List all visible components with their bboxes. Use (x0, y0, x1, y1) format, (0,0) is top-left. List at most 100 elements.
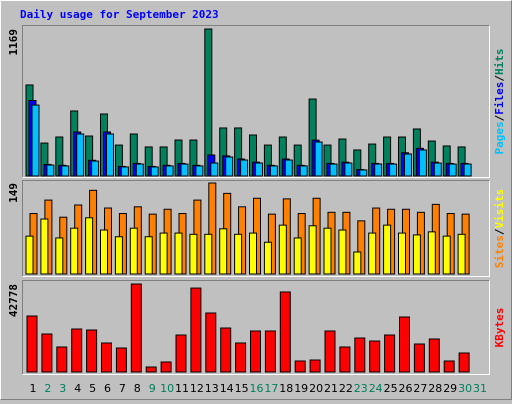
y-tick-label: 149 (7, 183, 20, 203)
bar (61, 165, 70, 177)
bar (463, 163, 472, 177)
bar (443, 360, 455, 373)
bar (359, 169, 368, 177)
bar (404, 153, 412, 177)
legend-entry: Sites (493, 235, 506, 268)
bar (100, 229, 108, 275)
bar (354, 337, 366, 373)
x-tick-label: 23 (354, 382, 368, 395)
bar (70, 227, 79, 275)
bar (40, 218, 49, 275)
bar (91, 160, 100, 177)
legend-entry: Pages (493, 121, 506, 154)
bar (309, 359, 321, 373)
bar (41, 333, 53, 373)
bar (279, 291, 291, 373)
x-tick-label: 29 (443, 382, 457, 395)
bar (344, 162, 353, 177)
bar (299, 165, 308, 177)
bar (263, 241, 272, 275)
bar (399, 316, 410, 373)
bar (458, 352, 470, 373)
bar (165, 165, 174, 177)
bar (339, 346, 351, 373)
bar (384, 334, 396, 373)
bar (368, 232, 377, 275)
bar (120, 166, 129, 177)
bar (159, 232, 168, 275)
bar (329, 163, 338, 177)
legend-entry: Visits (493, 189, 506, 229)
bar (55, 237, 64, 275)
x-tick-label: 21 (324, 382, 338, 395)
bar (135, 163, 144, 177)
bar (205, 312, 217, 373)
x-tick-label: 24 (369, 382, 383, 395)
bar (418, 149, 427, 177)
bar (412, 234, 421, 275)
bar (204, 233, 213, 275)
panel-bevel-light (22, 280, 490, 375)
legend-separator: / (493, 114, 506, 121)
bar (106, 133, 114, 177)
panel-bevel-dark (22, 25, 490, 178)
x-tick-label: 12 (190, 382, 204, 395)
bar (219, 228, 228, 275)
bar (234, 233, 243, 275)
bar (264, 330, 276, 373)
bar (433, 162, 442, 177)
bar (428, 338, 440, 373)
bar (26, 315, 38, 373)
x-tick-label: 20 (309, 382, 323, 395)
x-tick-label: 27 (413, 382, 427, 395)
bar (150, 166, 159, 177)
bar (369, 340, 381, 373)
x-tick-label: 7 (119, 382, 126, 395)
x-tick-label: 22 (339, 382, 353, 395)
bar (413, 343, 425, 373)
bar (269, 165, 278, 177)
x-tick-label: 6 (104, 382, 111, 395)
x-tick-label: 9 (149, 382, 156, 395)
bar (144, 236, 153, 275)
panel-bevel-light (22, 180, 490, 277)
legend: Sites/Visits (493, 189, 506, 269)
bar (383, 224, 392, 275)
x-tick-label: 8 (134, 382, 141, 395)
x-tick-label: 4 (74, 382, 81, 395)
bar (204, 28, 213, 177)
x-tick-label: 1 (30, 382, 37, 395)
y-tick-label: 1169 (7, 29, 20, 56)
x-tick-label: 14 (220, 382, 234, 395)
x-tick-label: 10 (160, 382, 174, 395)
x-tick-label: 13 (205, 382, 219, 395)
x-tick-label: 17 (264, 382, 278, 395)
bar (190, 287, 202, 373)
bar (129, 227, 138, 275)
bar (114, 236, 123, 275)
x-tick-label: 11 (175, 382, 189, 395)
bar (427, 231, 436, 275)
bar (56, 346, 68, 373)
bar (210, 162, 219, 177)
bar (374, 163, 383, 177)
panel-bevel-dark (22, 180, 490, 277)
bar (174, 232, 183, 275)
x-tick-label: 25 (384, 382, 398, 395)
legend: Pages/Files/Hits (493, 49, 506, 155)
bar (240, 159, 249, 177)
legend-entry: Files (493, 82, 506, 115)
bar (225, 156, 234, 177)
x-tick-label: 28 (428, 382, 442, 395)
bar (145, 366, 157, 373)
bar (293, 237, 302, 275)
legend-entry: Hits (493, 49, 506, 76)
bar (101, 342, 112, 373)
bar (314, 141, 323, 177)
bar (189, 233, 198, 275)
bar (25, 235, 34, 275)
bar (442, 235, 451, 275)
y-tick-label: 42778 (7, 284, 20, 317)
